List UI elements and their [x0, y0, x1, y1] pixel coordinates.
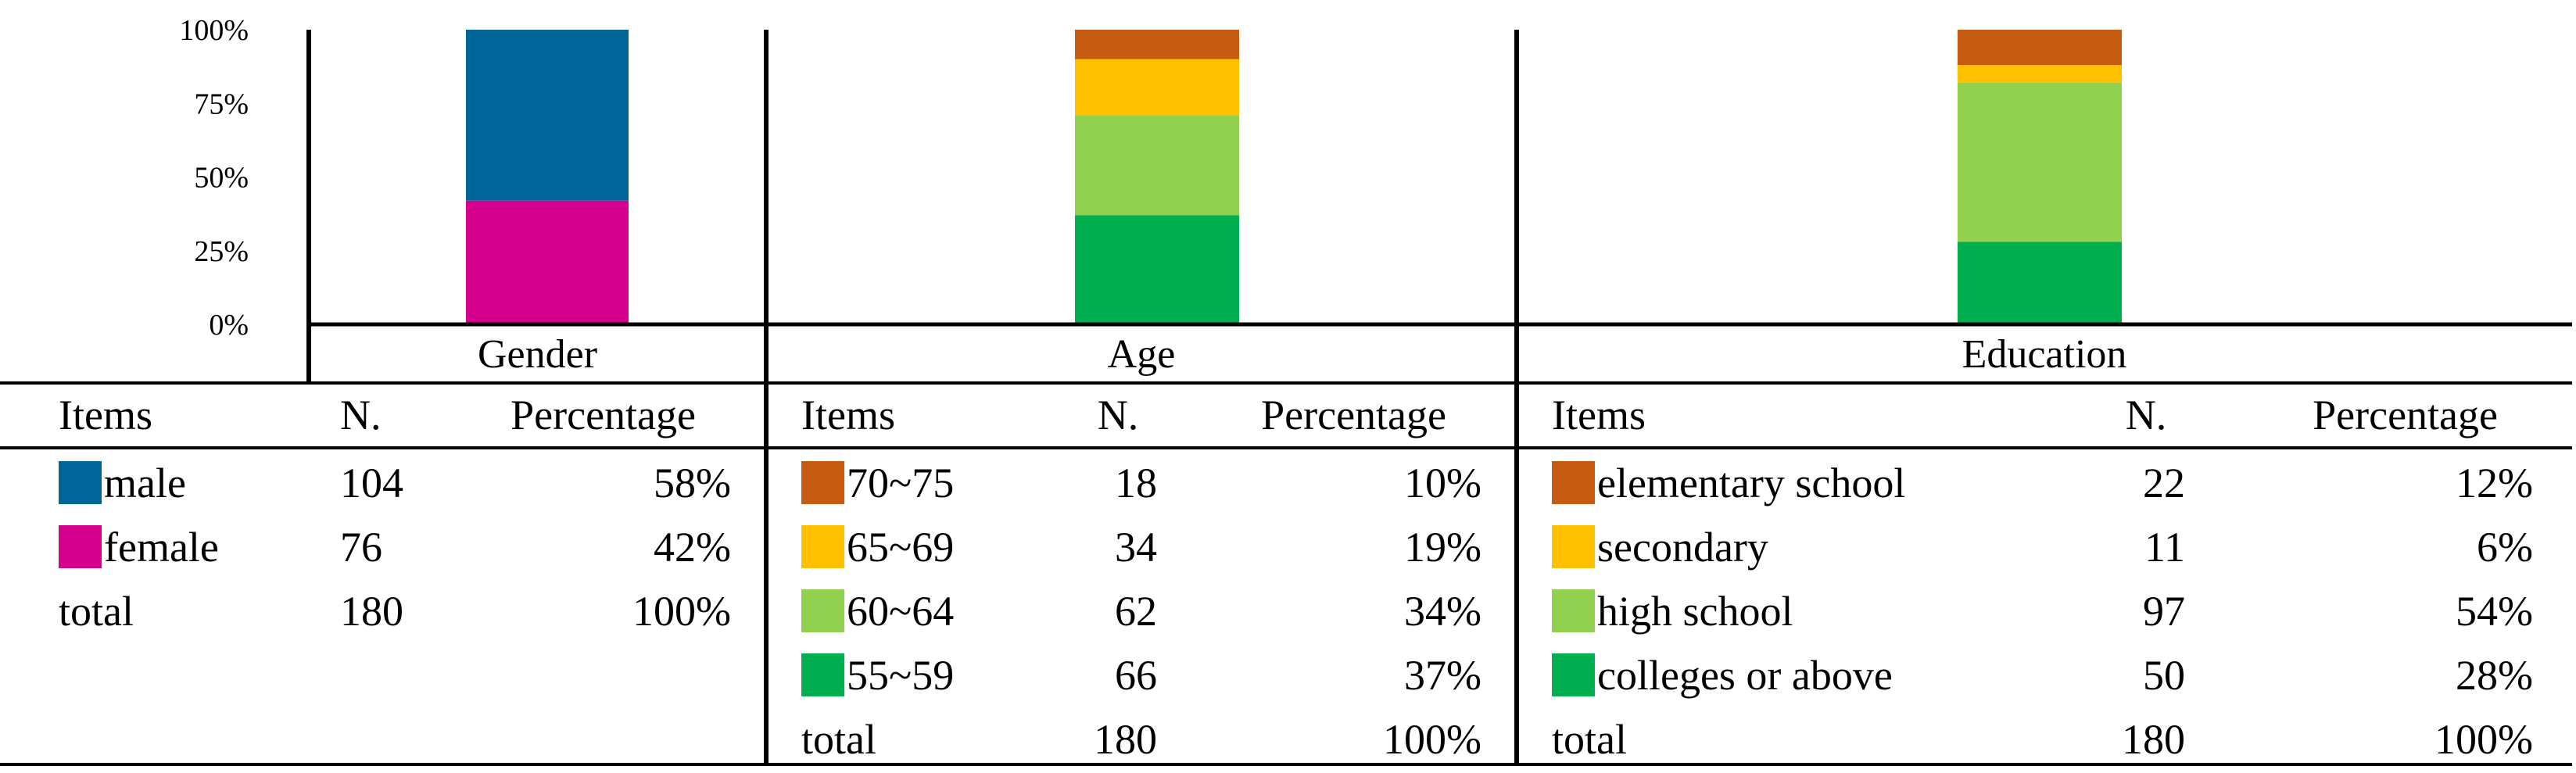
y-tick-label: 0%	[209, 309, 249, 342]
y-axis-ticks: 0% 25% 50% 75% 100%	[179, 14, 249, 342]
row-n: 62	[1115, 588, 1157, 635]
row-percentage: 10%	[1404, 460, 1481, 506]
row-n: 22	[2143, 460, 2185, 506]
row-percentage: 100%	[1383, 716, 1481, 763]
row-label: total	[59, 588, 134, 635]
row-percentage: 12%	[2456, 460, 2533, 506]
y-tick-label: 100%	[179, 14, 249, 47]
row-percentage: 19%	[1404, 524, 1481, 571]
row-label: 60~64	[847, 588, 954, 635]
bars	[466, 30, 2122, 324]
bar-segment-female	[466, 200, 629, 324]
column-header-percentage: Percentage	[2313, 392, 2498, 438]
legend-swatch	[59, 461, 102, 504]
row-n: 18	[1115, 460, 1157, 506]
bar-segment-elementary-school	[1958, 30, 2122, 66]
y-tick-label: 50%	[194, 162, 249, 195]
group-labels: Gender Age Education	[478, 332, 2126, 377]
row-n: 180	[2122, 716, 2185, 763]
y-tick-label: 25%	[194, 235, 249, 268]
legend-swatch	[801, 461, 844, 504]
bar-segment-secondary	[1958, 65, 2122, 83]
row-n: 50	[2143, 652, 2185, 699]
group-label: Gender	[478, 332, 597, 377]
bar-segment-high-school	[1958, 82, 2122, 242]
row-label: total	[801, 716, 876, 763]
bar-segment-65-69	[1075, 59, 1239, 116]
grid-lines	[0, 30, 2572, 766]
bar-segment-60-64	[1075, 115, 1239, 216]
row-label: colleges or above	[1597, 652, 1893, 699]
bar-segment-70-75	[1075, 30, 1239, 59]
column-header-n: N.	[340, 392, 382, 438]
row-label: 65~69	[847, 524, 954, 571]
legend-swatch	[1552, 653, 1595, 696]
row-percentage: 37%	[1404, 652, 1481, 699]
bar-segment-colleges-or-above	[1958, 242, 2122, 324]
bar-segment-55-59	[1075, 215, 1239, 324]
row-percentage: 100%	[632, 588, 731, 635]
row-n: 180	[1094, 716, 1157, 763]
row-percentage: 58%	[654, 460, 731, 506]
legend-swatch	[801, 589, 844, 632]
row-label: female	[104, 524, 219, 571]
row-label: 70~75	[847, 460, 954, 506]
bar-segment-male	[466, 30, 629, 201]
data-tables: Items N. Percentage male 104 58% female 76 42% to…	[59, 392, 2533, 763]
y-tick-label: 75%	[194, 88, 249, 120]
row-percentage: 34%	[1404, 588, 1481, 635]
legend-swatch	[59, 525, 102, 568]
column-header-items: Items	[59, 392, 152, 438]
group-label: Age	[1108, 332, 1176, 377]
row-n: 66	[1115, 652, 1157, 699]
group-label: Education	[1962, 332, 2127, 377]
row-n: 76	[340, 524, 382, 571]
row-percentage: 42%	[654, 524, 731, 571]
legend-swatch	[801, 525, 844, 568]
column-header-percentage: Percentage	[511, 392, 696, 438]
row-percentage: 28%	[2456, 652, 2533, 699]
row-n: 11	[2144, 524, 2185, 571]
row-label: elementary school	[1597, 460, 1905, 506]
column-header-percentage: Percentage	[1261, 392, 1446, 438]
column-header-n: N.	[1098, 392, 1139, 438]
row-percentage: 6%	[2477, 524, 2533, 571]
column-header-items: Items	[1552, 392, 1646, 438]
row-label: secondary	[1597, 524, 1768, 571]
column-header-n: N.	[2126, 392, 2167, 438]
row-n: 34	[1115, 524, 1157, 571]
row-label: total	[1552, 716, 1627, 763]
column-header-items: Items	[801, 392, 895, 438]
row-label: male	[104, 460, 186, 506]
legend-swatch	[1552, 525, 1595, 568]
legend-swatch	[1552, 589, 1595, 632]
row-n: 180	[340, 588, 403, 635]
legend-swatch	[801, 653, 844, 696]
row-label: high school	[1597, 588, 1793, 635]
row-label: 55~59	[847, 652, 954, 699]
row-n: 97	[2143, 588, 2185, 635]
row-n: 104	[340, 460, 403, 506]
row-percentage: 100%	[2434, 716, 2533, 763]
row-percentage: 54%	[2456, 588, 2533, 635]
legend-swatch	[1552, 461, 1595, 504]
